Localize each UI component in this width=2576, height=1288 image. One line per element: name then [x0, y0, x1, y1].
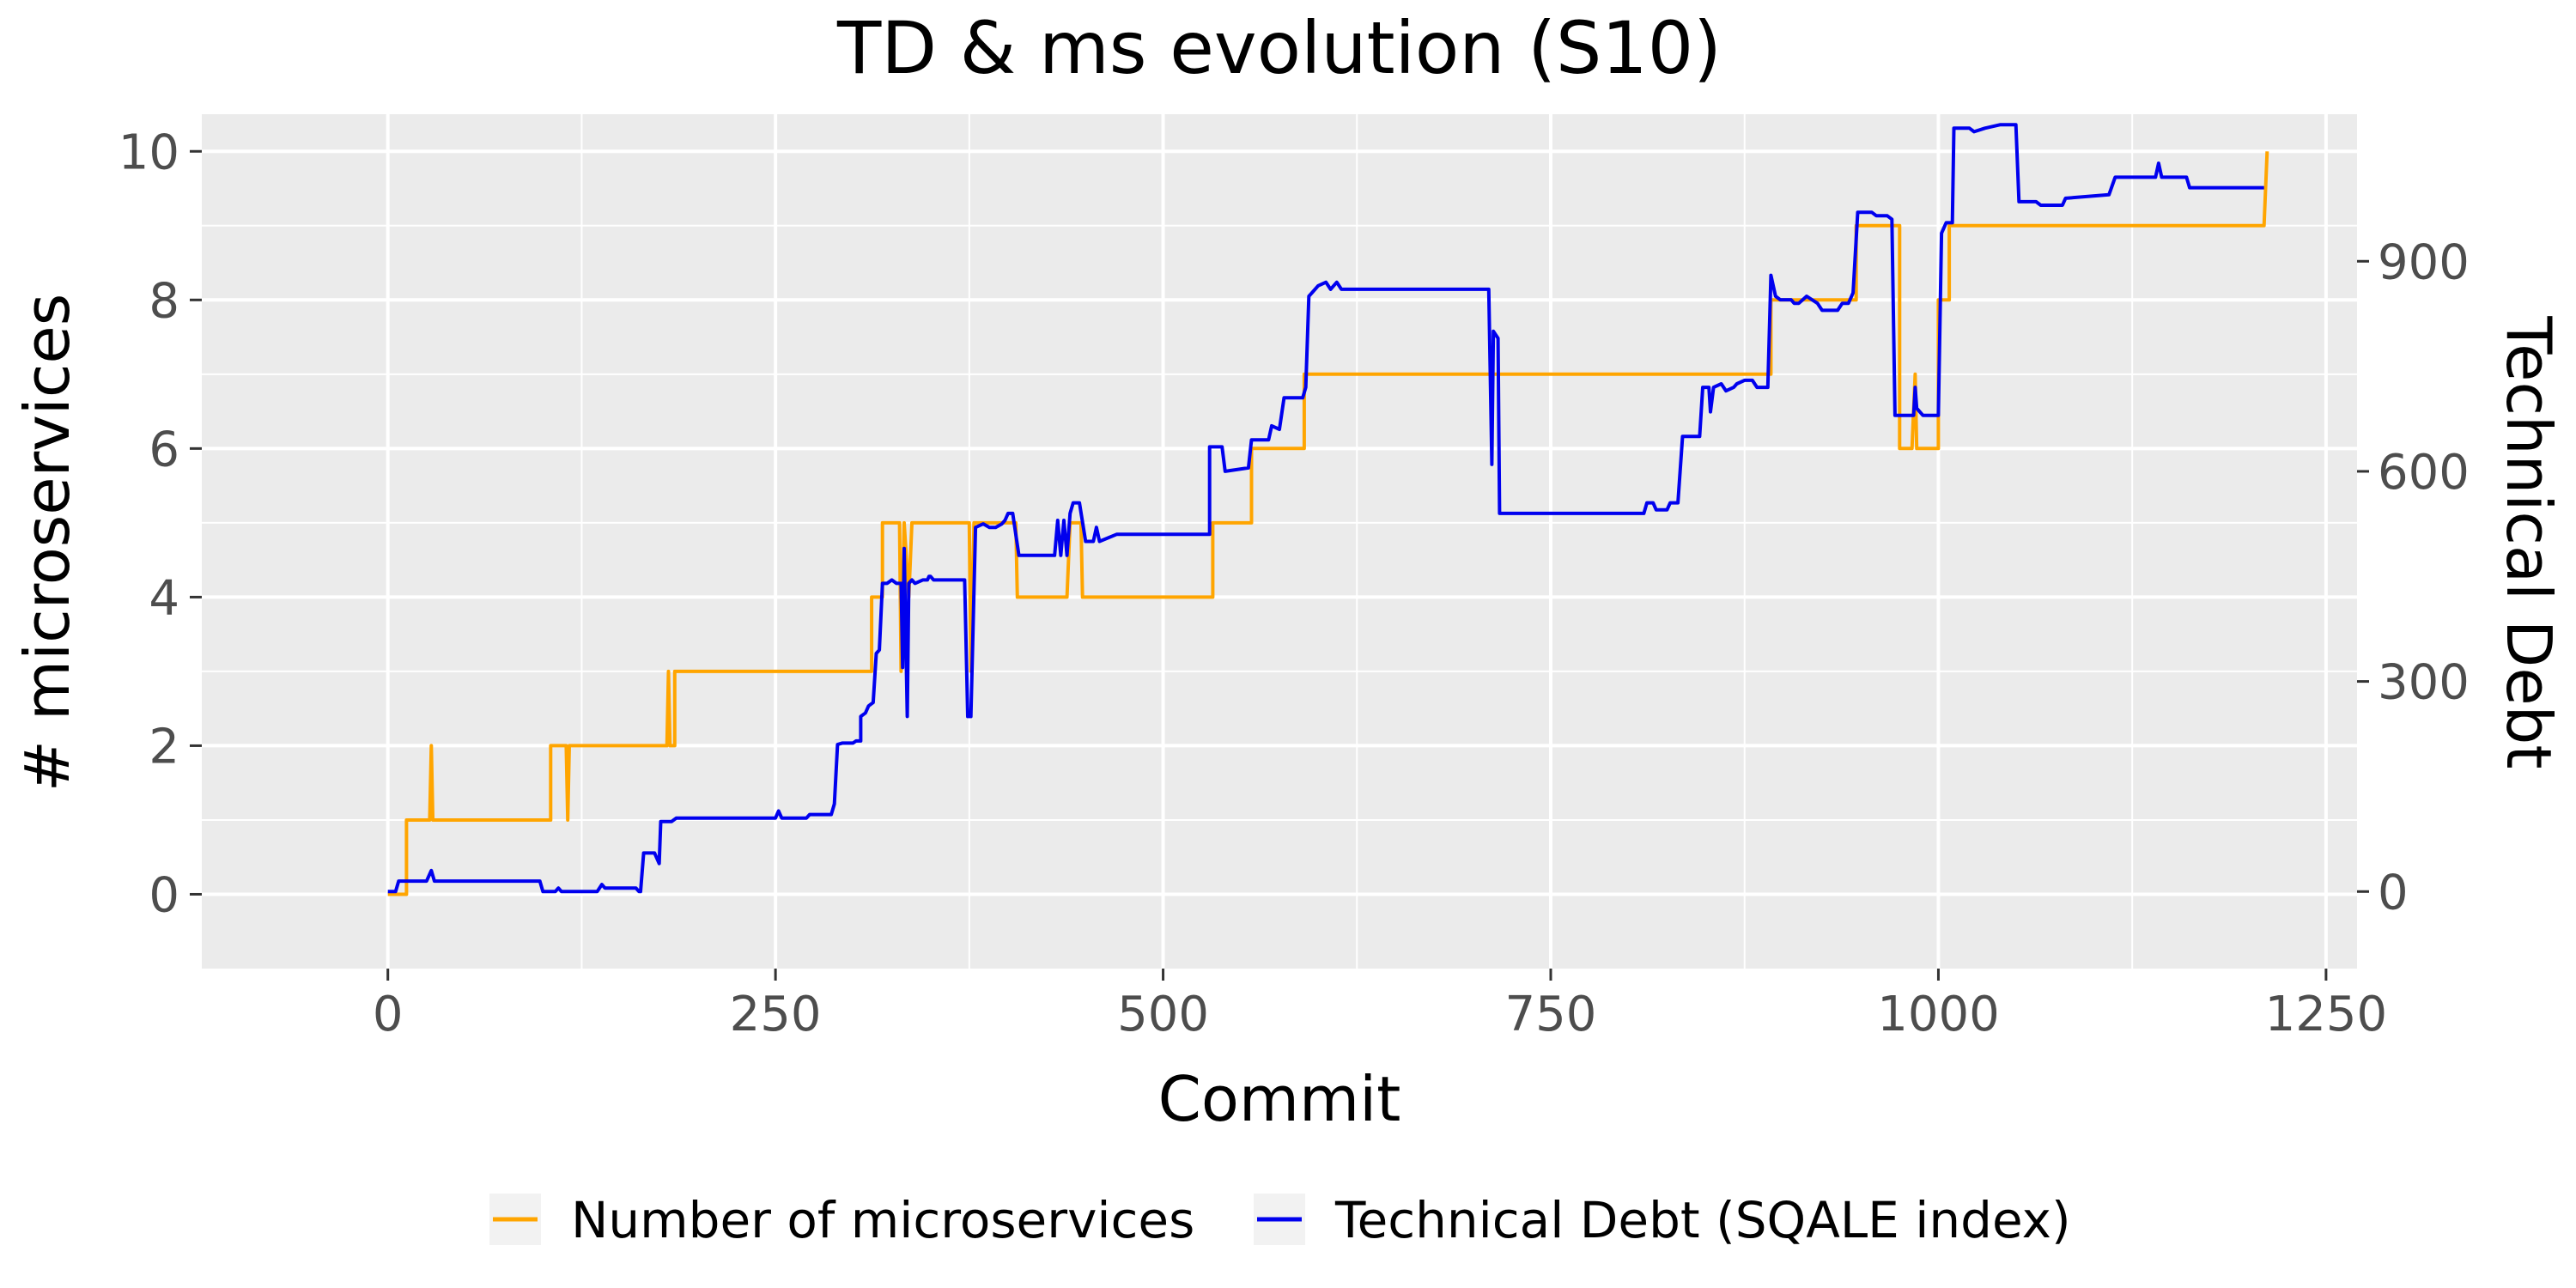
legend: Number of microservices Technical Debt (… [489, 1191, 2071, 1249]
y-tick-label: 8 [149, 273, 179, 329]
plot-panel [202, 114, 2357, 969]
x-tick-label: 0 [373, 987, 404, 1042]
series-line-technical-debt [387, 123, 2264, 894]
y-axis-title: # microservices [11, 294, 83, 792]
y-axis-left: 0 2 4 6 8 10 [118, 125, 202, 923]
x-tick-label: 750 [1505, 987, 1597, 1042]
y-tick-label: 4 [149, 570, 179, 626]
grid-major [202, 114, 2357, 969]
y2-tick-label: 0 [2378, 865, 2409, 920]
x-tick-label: 1250 [2265, 987, 2388, 1042]
y-tick-label: 6 [149, 422, 179, 477]
series-line-microservices [387, 151, 2269, 896]
y-axis-right: 0 300 600 900 [2357, 234, 2470, 920]
y-tick-label: 10 [118, 125, 179, 180]
x-tick-label: 250 [730, 987, 822, 1042]
x-tick-label: 1000 [1877, 987, 2000, 1042]
x-axis: 0 250 500 750 1000 1250 [373, 969, 2387, 1042]
y2-tick-label: 600 [2378, 445, 2470, 501]
y2-tick-label: 900 [2378, 234, 2470, 290]
y2-axis-title: Technical Debt [2493, 315, 2565, 769]
legend-label-microservices: Number of microservices [571, 1191, 1194, 1249]
x-tick-label: 500 [1117, 987, 1209, 1042]
chart-title: TD & ms evolution (S10) [836, 6, 1722, 90]
y-tick-label: 2 [149, 719, 179, 775]
x-axis-title: Commit [1158, 1063, 1401, 1135]
y-tick-label: 0 [149, 867, 179, 923]
series-layer [387, 123, 2269, 896]
y2-tick-label: 300 [2378, 655, 2470, 711]
legend-label-debt: Technical Debt (SQALE index) [1334, 1191, 2071, 1249]
